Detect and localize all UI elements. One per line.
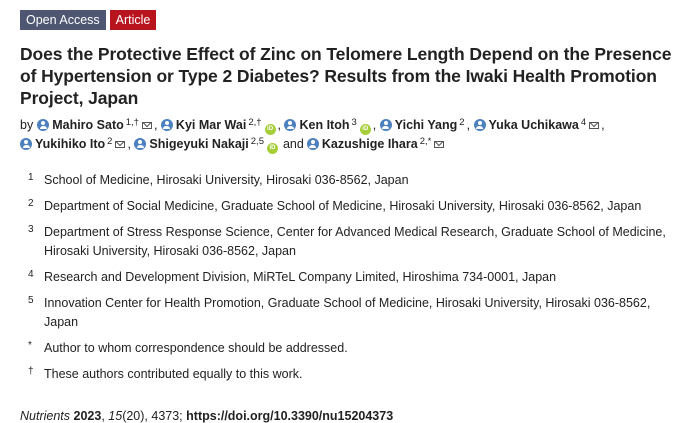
citation-volume: 15: [108, 409, 123, 423]
person-icon[interactable]: [379, 119, 392, 131]
affiliation-text: These authors contributed equally to thi…: [44, 367, 303, 381]
person-icon[interactable]: [134, 138, 147, 150]
email-icon[interactable]: [589, 122, 600, 129]
author-item: Mahiro Sato 1,†: [37, 116, 152, 135]
person-icon[interactable]: [306, 138, 319, 150]
author-separator: ,: [127, 137, 135, 151]
affiliation-text: Innovation Center for Health Promotion, …: [44, 296, 651, 329]
author-name[interactable]: Kazushige Ihara: [321, 137, 418, 151]
email-icon[interactable]: [434, 141, 445, 148]
author-separator: ,: [466, 118, 474, 132]
author-affiliation-sup: 4: [580, 117, 587, 128]
affiliation-text: Research and Development Division, MiRTe…: [44, 270, 557, 284]
citation-year: 2023: [73, 409, 102, 423]
affiliation-item: 4 Research and Development Division, MiRT…: [20, 268, 680, 287]
open-access-badge[interactable]: Open Access: [20, 10, 106, 30]
author-name[interactable]: Kyi Mar Wai: [175, 118, 247, 132]
email-icon[interactable]: [115, 141, 126, 148]
article-type-badge[interactable]: Article: [109, 10, 157, 30]
author-item: Shigeyuki Nakaji 2,5iD: [134, 135, 278, 154]
person-icon[interactable]: [160, 119, 173, 131]
doi-link[interactable]: https://doi.org/10.3390/nu15204373: [186, 409, 394, 423]
author-separator: ,: [277, 118, 285, 132]
author-item: Ken Itoh 3iD: [284, 116, 371, 135]
affiliation-text: Department of Social Medicine, Graduate …: [44, 199, 642, 213]
article-title: Does the Protective Effect of Zinc on Te…: [20, 44, 672, 108]
affiliation-marker: 2: [28, 198, 34, 209]
affiliation-marker: 4: [28, 269, 34, 280]
affiliation-item: 3 Department of Stress Response Science, …: [20, 223, 680, 261]
person-icon[interactable]: [473, 119, 486, 131]
author-affiliation-sup: 2,5: [250, 136, 264, 147]
person-icon[interactable]: [37, 119, 50, 131]
author-name[interactable]: Shigeyuki Nakaji: [149, 137, 249, 151]
affiliation-text: Department of Stress Response Science, C…: [44, 225, 666, 258]
by-label: by: [20, 118, 34, 132]
author-item: Yukihiko Ito 2: [20, 135, 126, 154]
person-icon[interactable]: [284, 119, 297, 131]
author-affiliation-sup: 2: [107, 136, 113, 147]
affiliation-text: School of Medicine, Hirosaki University,…: [44, 173, 409, 187]
affiliation-item: * Author to whom correspondence should be…: [20, 339, 680, 358]
author-affiliation-sup: 1,†: [125, 117, 139, 128]
author-name[interactable]: Yuka Uchikawa: [488, 118, 579, 132]
author-affiliation-sup: 2,*: [419, 136, 432, 147]
citation: Nutrients 2023, 15(20), 4373; https://do…: [20, 409, 394, 423]
author-name[interactable]: Ken Itoh: [299, 118, 350, 132]
affiliation-marker: 5: [28, 295, 34, 306]
orcid-icon[interactable]: iD: [264, 124, 276, 135]
person-icon[interactable]: [20, 138, 32, 150]
author-name[interactable]: Yichi Yang: [394, 118, 458, 132]
badge-row: Open Access Article: [20, 10, 680, 30]
affiliation-item: 1 School of Medicine, Hirosaki University…: [20, 171, 680, 190]
orcid-icon[interactable]: iD: [266, 143, 278, 154]
affiliation-marker: 1: [28, 172, 34, 183]
author-list: by Mahiro Sato 1,†, Kyi Mar Wai 2,†iD, Ken …: [20, 116, 680, 154]
email-icon[interactable]: [141, 122, 152, 129]
author-item: Kazushige Ihara 2,*: [306, 135, 445, 154]
affiliation-item: † These authors contributed equally to th…: [20, 365, 680, 384]
author-name[interactable]: Yukihiko Ito: [35, 137, 106, 151]
affiliation-marker: †: [28, 366, 34, 377]
author-separator: ,: [601, 118, 605, 132]
orcid-icon[interactable]: iD: [359, 124, 371, 135]
citation-issue-pages: (20), 4373;: [122, 409, 183, 423]
affiliation-list: 1 School of Medicine, Hirosaki University…: [20, 171, 680, 384]
author-affiliation-sup: 3: [351, 117, 357, 128]
author-item: Yichi Yang 2: [379, 116, 465, 135]
journal-name[interactable]: Nutrients: [20, 409, 71, 423]
affiliation-marker: 3: [28, 224, 34, 235]
affiliation-item: 5 Innovation Center for Health Promotion,…: [20, 294, 680, 332]
author-item: Yuka Uchikawa 4: [473, 116, 600, 135]
affiliation-marker: *: [28, 340, 32, 351]
author-affiliation-sup: 2: [459, 117, 465, 128]
and-label: and: [282, 137, 304, 151]
author-affiliation-sup: 2,†: [248, 117, 262, 128]
author-name[interactable]: Mahiro Sato: [52, 118, 124, 132]
author-separator: ,: [153, 118, 161, 132]
author-separator: ,: [372, 118, 380, 132]
author-item: Kyi Mar Wai 2,†iD: [160, 116, 276, 135]
affiliation-text: Author to whom correspondence should be …: [44, 341, 348, 355]
affiliation-item: 2 Department of Social Medicine, Graduate…: [20, 197, 680, 216]
